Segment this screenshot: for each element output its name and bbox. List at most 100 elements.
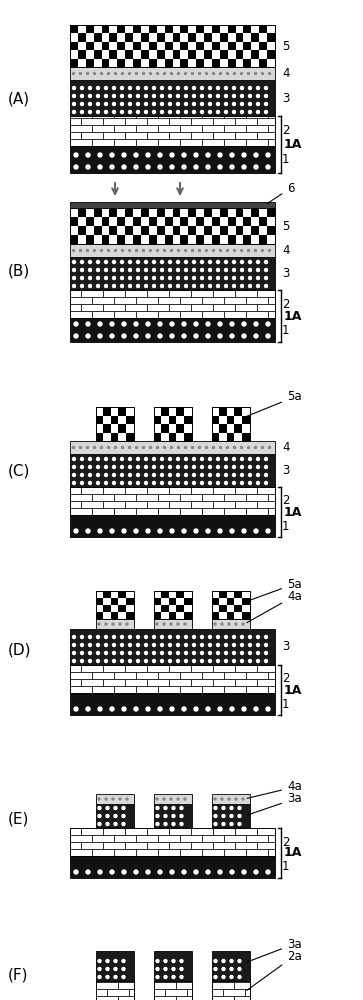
Circle shape xyxy=(257,110,260,113)
Circle shape xyxy=(136,260,139,263)
Circle shape xyxy=(158,322,162,326)
Circle shape xyxy=(73,103,76,105)
Circle shape xyxy=(129,87,131,90)
Bar xyxy=(188,50,196,59)
Circle shape xyxy=(200,652,204,654)
Circle shape xyxy=(168,458,171,460)
Circle shape xyxy=(144,466,147,468)
Bar xyxy=(233,996,249,1000)
Circle shape xyxy=(105,474,107,477)
Circle shape xyxy=(257,284,260,288)
Circle shape xyxy=(170,707,174,711)
Bar xyxy=(212,951,249,981)
Circle shape xyxy=(136,95,139,98)
Bar xyxy=(70,487,275,515)
Circle shape xyxy=(160,268,163,271)
Circle shape xyxy=(224,276,228,279)
Bar xyxy=(224,672,246,679)
Bar xyxy=(244,42,251,50)
Bar xyxy=(234,591,242,598)
Bar xyxy=(257,842,275,849)
Bar xyxy=(103,828,125,835)
Circle shape xyxy=(184,95,188,98)
Bar xyxy=(102,25,109,33)
Bar xyxy=(202,297,224,304)
Bar xyxy=(111,612,118,619)
Bar xyxy=(213,665,235,672)
Circle shape xyxy=(129,276,131,279)
Bar xyxy=(257,290,275,297)
Circle shape xyxy=(122,529,126,533)
Circle shape xyxy=(152,276,155,279)
Circle shape xyxy=(160,110,163,113)
Bar xyxy=(212,217,220,226)
Bar xyxy=(202,835,224,842)
Circle shape xyxy=(158,529,162,533)
Circle shape xyxy=(176,482,179,485)
Circle shape xyxy=(107,73,110,75)
Circle shape xyxy=(98,870,102,874)
Circle shape xyxy=(168,636,171,639)
Circle shape xyxy=(261,249,264,251)
Circle shape xyxy=(160,474,163,477)
Bar xyxy=(111,598,118,605)
Circle shape xyxy=(222,814,225,818)
Circle shape xyxy=(238,960,241,962)
Bar xyxy=(180,125,202,132)
Circle shape xyxy=(230,968,233,970)
Circle shape xyxy=(261,73,264,75)
Bar xyxy=(95,407,134,441)
Circle shape xyxy=(233,73,236,75)
Circle shape xyxy=(216,284,220,288)
Circle shape xyxy=(73,110,76,113)
Bar xyxy=(114,494,136,501)
Circle shape xyxy=(98,165,102,169)
Bar xyxy=(267,33,275,42)
Circle shape xyxy=(184,73,187,75)
Circle shape xyxy=(121,644,123,647)
Circle shape xyxy=(129,260,131,263)
Bar xyxy=(235,304,257,311)
Bar xyxy=(213,501,235,508)
Circle shape xyxy=(113,652,115,654)
Circle shape xyxy=(208,660,212,662)
Circle shape xyxy=(156,976,159,978)
Circle shape xyxy=(168,95,171,98)
Bar xyxy=(227,612,234,619)
Circle shape xyxy=(184,260,188,263)
Circle shape xyxy=(192,636,196,639)
Circle shape xyxy=(176,87,179,90)
Circle shape xyxy=(232,458,236,460)
Circle shape xyxy=(192,268,196,271)
Circle shape xyxy=(170,529,174,533)
Bar xyxy=(147,501,169,508)
Circle shape xyxy=(249,260,252,263)
Bar xyxy=(169,501,191,508)
Bar xyxy=(157,50,164,59)
Circle shape xyxy=(98,334,102,338)
Bar xyxy=(191,842,213,849)
Bar xyxy=(70,146,275,173)
Circle shape xyxy=(73,87,76,90)
Text: 2: 2 xyxy=(282,836,290,848)
Circle shape xyxy=(152,458,155,460)
Circle shape xyxy=(265,276,268,279)
Circle shape xyxy=(170,798,172,800)
Circle shape xyxy=(110,153,114,157)
Circle shape xyxy=(97,482,99,485)
Bar xyxy=(224,835,246,842)
Bar xyxy=(154,951,192,981)
Bar xyxy=(224,494,246,501)
Circle shape xyxy=(257,652,260,654)
Bar xyxy=(81,304,103,311)
Circle shape xyxy=(129,660,131,662)
Circle shape xyxy=(97,260,99,263)
Circle shape xyxy=(113,276,115,279)
Circle shape xyxy=(242,529,246,533)
Circle shape xyxy=(144,276,147,279)
Circle shape xyxy=(81,636,83,639)
Circle shape xyxy=(249,87,252,90)
Bar xyxy=(103,591,111,598)
Bar xyxy=(95,598,103,605)
Circle shape xyxy=(216,482,220,485)
